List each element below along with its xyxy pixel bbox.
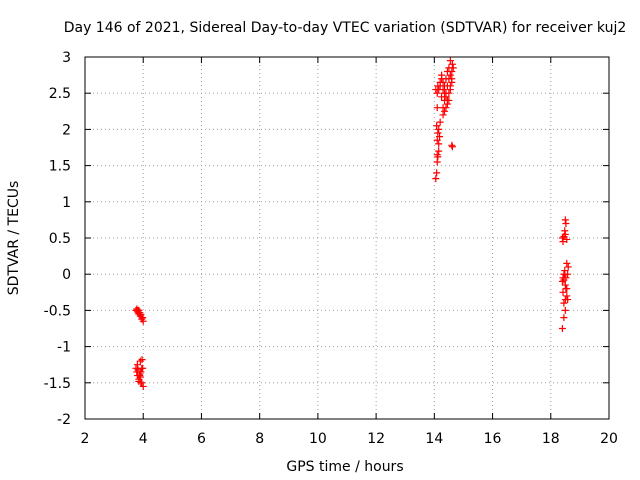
data-point [138, 356, 146, 364]
data-point [561, 216, 569, 224]
chart-title: Day 146 of 2021, Sidereal Day-to-day VTE… [64, 20, 627, 36]
data-point [445, 64, 453, 72]
data-point [561, 227, 569, 235]
y-tick-label: -2 [57, 412, 71, 428]
data-point [432, 175, 440, 183]
y-tick-label: -1.5 [44, 376, 71, 392]
data-point [433, 136, 441, 144]
data-point [139, 317, 147, 325]
data-point [439, 78, 447, 86]
data-point [443, 96, 451, 104]
data-point [563, 285, 571, 293]
data-point [139, 382, 147, 390]
y-tick-label: -1 [57, 340, 71, 356]
data-point [439, 86, 447, 94]
y-tick-label: 0 [62, 267, 71, 283]
x-tick-label: 20 [600, 431, 618, 447]
data-point [443, 67, 451, 75]
y-tick-label: 0.5 [49, 231, 71, 247]
y-tick-label: 2.5 [49, 86, 71, 102]
x-tick-label: 10 [309, 431, 327, 447]
y-tick-label: 2 [62, 122, 71, 138]
y-tick-label: 1.5 [49, 159, 71, 175]
data-point [438, 71, 446, 79]
y-tick-label: -0.5 [44, 303, 71, 319]
data-point [448, 143, 456, 151]
grid-lines [85, 57, 609, 419]
data-point [433, 169, 441, 177]
data-point [563, 292, 571, 300]
plot-frame [84, 56, 610, 420]
y-tick-label: 3 [62, 50, 71, 66]
x-tick-label: 4 [139, 431, 148, 447]
data-point [563, 259, 571, 267]
data-point [137, 368, 145, 376]
data-point [442, 93, 450, 101]
data-point [138, 364, 146, 372]
data-point [439, 111, 447, 119]
axis-ticks [84, 56, 610, 420]
x-tick-label: 2 [81, 431, 90, 447]
data-point [446, 57, 454, 65]
x-tick-label: 6 [197, 431, 206, 447]
y-tick-label: 1 [62, 195, 71, 211]
data-point [560, 276, 568, 284]
data-point [560, 314, 568, 322]
data-point [558, 325, 566, 332]
data-point [560, 299, 568, 307]
data-point [559, 288, 567, 296]
data-point [133, 361, 141, 369]
x-axis-label: GPS time / hours [286, 459, 403, 475]
x-tick-label: 14 [425, 431, 443, 447]
x-tick-label: 8 [255, 431, 264, 447]
data-point [435, 140, 443, 148]
data-point [564, 263, 572, 271]
x-tick-labels: 2 4 6 8 10 12 14 16 18 20 [81, 431, 618, 447]
data-point [136, 372, 144, 380]
data-point [442, 104, 450, 112]
data-point [435, 147, 443, 155]
data-point [434, 129, 442, 137]
data-point [441, 82, 449, 90]
data-point [445, 89, 453, 97]
data-point [563, 235, 571, 243]
x-tick-label: 12 [367, 431, 385, 447]
data-point [561, 296, 569, 304]
x-tick-label: 16 [484, 431, 502, 447]
data-point [433, 151, 441, 159]
data-point [137, 379, 145, 387]
data-point [564, 270, 572, 278]
y-axis-label: SDTVAR / TECUs [6, 181, 22, 296]
data-point [561, 306, 569, 314]
data-point [448, 60, 456, 68]
data-point [559, 238, 567, 246]
data-point [436, 118, 444, 126]
data-point [436, 133, 444, 141]
y-tick-labels: -2 -1.5 -1 -0.5 0 0.5 1 1.5 2 2.5 3 [44, 50, 71, 428]
data-points [132, 57, 572, 390]
data-point [446, 71, 454, 79]
data-point [433, 122, 441, 130]
data-point [135, 306, 143, 314]
x-tick-label: 18 [542, 431, 560, 447]
data-point [433, 89, 441, 97]
data-point [435, 125, 443, 133]
data-point [441, 107, 449, 115]
data-point [442, 75, 450, 83]
